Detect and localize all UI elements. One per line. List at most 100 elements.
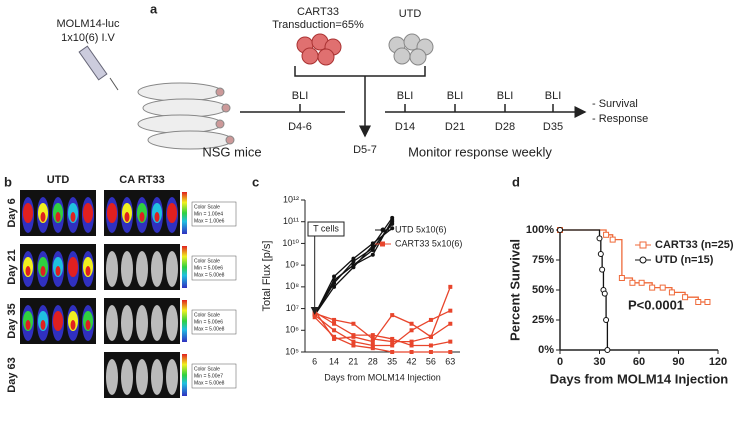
- point: [370, 339, 375, 344]
- line: [314, 310, 451, 347]
- y-axis-label: Total Flux [p/s]: [261, 241, 273, 312]
- scale-text: Max = 1.00e6: [194, 218, 225, 224]
- y-axis-label: Percent Survival: [507, 239, 522, 341]
- scale-box: [191, 201, 237, 227]
- point: [597, 251, 604, 257]
- point: [428, 350, 433, 354]
- mouse: [151, 305, 163, 341]
- point: [370, 333, 375, 338]
- signal: [25, 212, 31, 222]
- point: [603, 317, 610, 323]
- point: [390, 343, 395, 348]
- signal: [169, 212, 175, 222]
- x-tick-label: 35: [387, 356, 397, 366]
- signal: [70, 320, 76, 330]
- point: [448, 339, 453, 344]
- x-tick-label: 14: [329, 356, 339, 366]
- mice-label: NSG mice: [202, 144, 261, 159]
- scale-box: [191, 363, 237, 389]
- column-header: CA RT33: [119, 174, 164, 186]
- x-tick-label: 63: [445, 356, 455, 366]
- x-tick-label: 120: [709, 356, 727, 368]
- panel-label: a: [150, 1, 158, 16]
- mouse: [151, 359, 163, 395]
- point: [332, 328, 337, 333]
- cart-label: Transduction=65%: [272, 19, 364, 31]
- y-tick-label: 0%: [538, 344, 554, 356]
- row-label: Day 6: [6, 198, 18, 227]
- annotation: T cells: [313, 223, 339, 233]
- point: [649, 284, 656, 291]
- legend-label: CART33 (n=25): [655, 239, 734, 251]
- signal: [55, 320, 61, 330]
- point: [351, 321, 356, 326]
- y-tick-label: 10⁷: [286, 303, 299, 313]
- y-tick-label: 100%: [526, 224, 554, 236]
- mouse: [121, 251, 133, 287]
- point: [332, 321, 337, 326]
- day-label: D28: [495, 121, 515, 133]
- panel-label: b: [4, 174, 12, 189]
- row-label: Day 35: [6, 303, 18, 338]
- mouse: [106, 359, 118, 395]
- day-label: D35: [543, 121, 563, 133]
- y-tick-label: 10⁸: [285, 281, 299, 291]
- syringe: [78, 45, 119, 91]
- y-tick-label: 25%: [532, 314, 554, 326]
- y-tick-label: 10¹²: [283, 194, 299, 204]
- timeline: [240, 66, 587, 138]
- signal: [124, 212, 130, 222]
- point: [609, 236, 616, 243]
- bli-label: BLI: [497, 90, 514, 102]
- mouse: [121, 359, 133, 395]
- legend-marker: [639, 256, 647, 264]
- color-bar: [182, 192, 187, 234]
- x-tick-label: 28: [368, 356, 378, 366]
- point: [638, 279, 645, 286]
- row-label: Day 21: [6, 249, 18, 284]
- y-tick-label: 10¹⁰: [282, 238, 299, 248]
- x-tick-label: 56: [426, 356, 436, 366]
- line: [314, 312, 451, 343]
- line: [314, 223, 393, 316]
- mouse: [166, 251, 178, 287]
- panel-label: c: [252, 174, 259, 189]
- point: [351, 333, 356, 338]
- signal: [25, 320, 31, 330]
- y-tick-label: 10⁶: [285, 325, 299, 335]
- scale-box: [191, 309, 237, 335]
- x-tick-label: 90: [672, 356, 684, 368]
- row-label: Day 63: [6, 357, 18, 392]
- annotation: P<0.0001: [628, 297, 684, 312]
- legend-label: UTD 5x10(6): [395, 224, 447, 234]
- point: [409, 350, 414, 354]
- point: [428, 317, 433, 322]
- signal: [70, 212, 76, 222]
- mouse: [106, 305, 118, 341]
- point: [390, 336, 395, 341]
- signal: [85, 320, 91, 330]
- point: [390, 221, 395, 226]
- signal: [55, 212, 61, 222]
- point: [390, 313, 395, 318]
- point: [659, 284, 666, 291]
- point: [682, 294, 689, 301]
- inoculum-text: MOLM14-luc: [57, 18, 120, 30]
- point: [596, 235, 603, 242]
- legend-label: CART33 5x10(6): [395, 238, 462, 248]
- legend-marker: [639, 241, 647, 249]
- point: [351, 259, 356, 264]
- point: [370, 246, 375, 251]
- point: [332, 334, 337, 339]
- mouse: [151, 251, 163, 287]
- point: [390, 217, 395, 222]
- point: [603, 231, 610, 238]
- point: [428, 334, 433, 339]
- y-tick-label: 75%: [532, 254, 554, 266]
- point: [332, 336, 337, 341]
- bli-label: BLI: [292, 90, 309, 102]
- point: [409, 343, 414, 348]
- point: [409, 339, 414, 344]
- panel-label: d: [512, 174, 520, 189]
- scale-text: Max = 5.00e8: [194, 380, 225, 386]
